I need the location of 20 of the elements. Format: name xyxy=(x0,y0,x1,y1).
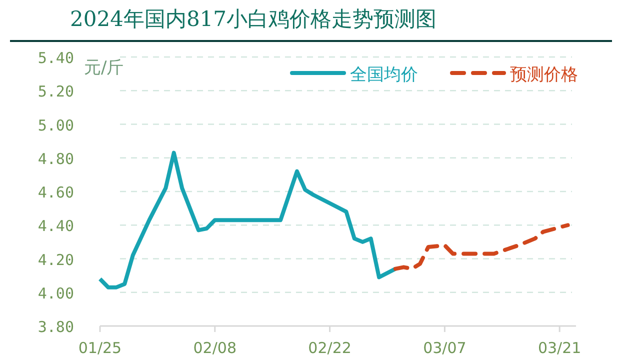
y-axis-title: 元/斤 xyxy=(84,58,124,78)
x-tick-label: 03/21 xyxy=(538,339,582,357)
y-tick-label: 5.00 xyxy=(38,116,74,134)
x-tick-label: 01/25 xyxy=(78,339,122,357)
y-tick-label: 4.40 xyxy=(38,217,74,236)
chart-title: 2024年国内817小白鸡价格走势预测图 xyxy=(70,7,437,31)
y-tick-label: 5.40 xyxy=(38,49,74,67)
y-tick-label: 3.80 xyxy=(38,318,74,336)
y-tick-label: 4.60 xyxy=(38,184,74,202)
y-tick-label: 5.20 xyxy=(38,82,74,101)
line-series xyxy=(393,223,570,271)
legend-label: 全国均价 xyxy=(350,65,418,85)
y-tick-label: 4.20 xyxy=(38,250,74,269)
y-tick-label: 4.80 xyxy=(38,150,74,168)
x-tick-label: 03/07 xyxy=(423,339,466,357)
x-tick-label: 02/08 xyxy=(193,339,237,357)
y-tick-label: 4.00 xyxy=(38,284,74,302)
line-series xyxy=(98,150,398,290)
x-tick-label: 02/22 xyxy=(308,339,352,357)
legend-label: 预测价格 xyxy=(510,65,578,85)
